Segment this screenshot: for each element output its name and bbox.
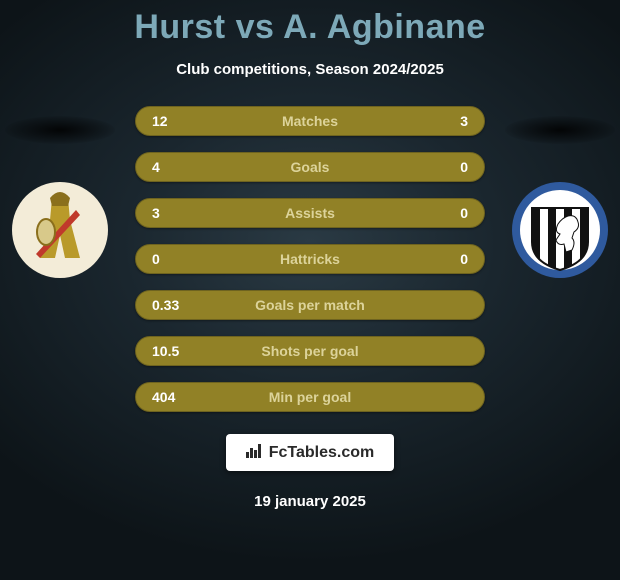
gillingham-crest-icon bbox=[510, 180, 610, 280]
player-right-column bbox=[500, 110, 620, 280]
stat-left-value: 12 bbox=[152, 113, 192, 129]
bars-icon bbox=[246, 442, 264, 463]
stat-row: 404 Min per goal bbox=[135, 382, 485, 412]
stat-right-value: 0 bbox=[428, 205, 468, 221]
stat-label: Goals per match bbox=[192, 297, 428, 313]
stat-label: Matches bbox=[192, 113, 428, 129]
site-attribution-badge[interactable]: FcTables.com bbox=[226, 434, 395, 471]
stat-right-value: 3 bbox=[428, 113, 468, 129]
stat-left-value: 4 bbox=[152, 159, 192, 175]
player-left-column bbox=[0, 110, 120, 280]
stat-row: 10.5 Shots per goal bbox=[135, 336, 485, 366]
stat-left-value: 3 bbox=[152, 205, 192, 221]
stats-list: 12 Matches 3 4 Goals 0 3 Assists 0 0 Hat… bbox=[135, 106, 485, 412]
stat-row: 0 Hattricks 0 bbox=[135, 244, 485, 274]
stat-row: 12 Matches 3 bbox=[135, 106, 485, 136]
competition-subtitle: Club competitions, Season 2024/2025 bbox=[176, 61, 444, 78]
team-left-crest bbox=[10, 180, 110, 280]
stat-left-value: 404 bbox=[152, 389, 192, 405]
stat-left-value: 10.5 bbox=[152, 343, 192, 359]
stat-row: 3 Assists 0 bbox=[135, 198, 485, 228]
stat-row: 0.33 Goals per match bbox=[135, 290, 485, 320]
stat-label: Shots per goal bbox=[192, 343, 428, 359]
site-name: FcTables.com bbox=[269, 444, 375, 462]
stat-left-value: 0 bbox=[152, 251, 192, 267]
stat-label: Hattricks bbox=[192, 251, 428, 267]
stat-right-value: 0 bbox=[428, 159, 468, 175]
player-left-silhouette-shadow bbox=[5, 116, 115, 144]
stat-label: Min per goal bbox=[192, 389, 428, 405]
doncaster-crest-icon bbox=[10, 180, 110, 280]
comparison-date: 19 january 2025 bbox=[254, 493, 366, 510]
stat-right-value: 0 bbox=[428, 251, 468, 267]
team-right-crest bbox=[510, 180, 610, 280]
stat-row: 4 Goals 0 bbox=[135, 152, 485, 182]
stat-left-value: 0.33 bbox=[152, 297, 192, 313]
comparison-title: Hurst vs A. Agbinane bbox=[134, 8, 485, 47]
player-right-silhouette-shadow bbox=[505, 116, 615, 144]
stat-label: Assists bbox=[192, 205, 428, 221]
stat-label: Goals bbox=[192, 159, 428, 175]
